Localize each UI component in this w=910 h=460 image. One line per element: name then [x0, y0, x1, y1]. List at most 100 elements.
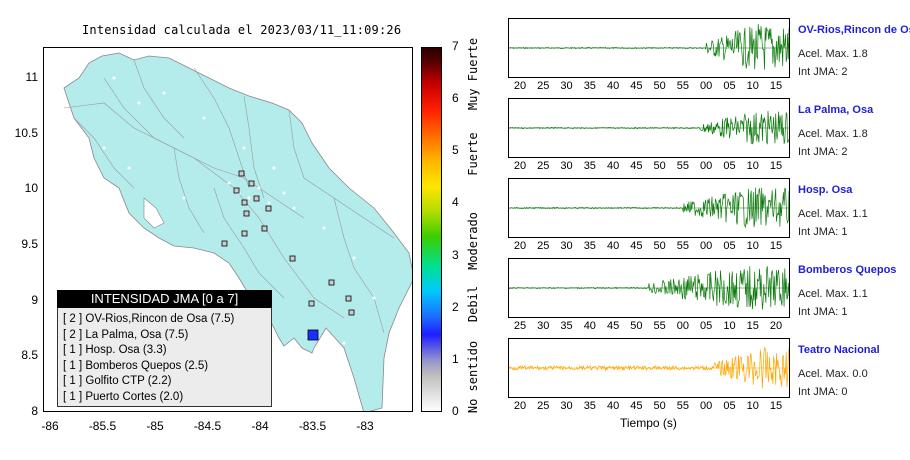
station-accel: Acel. Max. 0.0: [798, 368, 868, 380]
trace-tick: 35: [583, 400, 596, 412]
trace-tick: 05: [723, 400, 736, 412]
station-jma: Int JMA: 2: [798, 146, 848, 158]
trace-tick: 20: [513, 240, 527, 252]
intensity-colorbar: [421, 47, 442, 412]
waveform: [509, 347, 789, 389]
trace-tick: 00: [700, 240, 713, 252]
legend-item: [ 2 ] OV-Rios,Rincon de Osa (7.5): [63, 313, 235, 325]
trace-tick: 05: [700, 320, 713, 332]
trace-tick: 40: [606, 400, 620, 412]
station-accel: Acel. Max. 1.8: [798, 128, 868, 140]
map-x-tick: -85.5: [88, 419, 117, 433]
trace-tick: 40: [583, 320, 596, 332]
epicenter-marker: [307, 329, 319, 341]
trace-tick: 55: [653, 320, 666, 332]
trace-tick: 50: [653, 160, 666, 172]
map-y-tick: 10: [24, 181, 38, 196]
map-x-tick: -84: [251, 419, 269, 433]
gulf-of-nicoya: [143, 197, 165, 229]
waveform-line: [509, 110, 789, 145]
colorbar-tick: 2: [452, 299, 459, 314]
trace-tick: 40: [606, 160, 620, 172]
trace-time-ticks: 20 25 30 35 40 45 50 55 00 05 10 15: [508, 160, 790, 174]
station-name: Teatro Nacional: [798, 344, 880, 356]
trace-tick: 40: [606, 80, 620, 92]
trace-panel[interactable]: [508, 18, 790, 78]
trace-tick: 05: [723, 240, 736, 252]
map-x-tick: -84.5: [193, 419, 222, 433]
trace-tick: 10: [746, 160, 759, 172]
station-jma: Int JMA: 1: [798, 306, 848, 318]
trace-tick: 10: [746, 80, 759, 92]
trace-tick: 20: [513, 80, 527, 92]
legend-header: INTENSIDAD JMA [0 a 7]: [57, 290, 272, 308]
colorbar-category: Fuerte: [466, 132, 480, 176]
trace-tick: 50: [653, 80, 666, 92]
trace-tick: 45: [630, 80, 643, 92]
legend-item: [ 1 ] Golfito CTP (2.2): [63, 375, 172, 387]
trace-tick: 20: [513, 400, 527, 412]
trace-tick: 45: [630, 160, 643, 172]
colorbar-tick: 6: [452, 91, 459, 106]
trace-tick: 35: [583, 80, 596, 92]
colorbar-tick: 3: [452, 247, 459, 262]
map-y-tick: 9: [31, 292, 38, 307]
map-title: Intensidad calculada el 2023/03/11_11:09…: [82, 23, 402, 37]
colorbar-tick: 4: [452, 195, 459, 210]
trace-time-ticks: 20 25 30 35 40 45 50 55 00 05 10 15: [508, 240, 790, 254]
trace-tick: 30: [560, 240, 573, 252]
trace-tick: 55: [676, 160, 690, 172]
trace-tick: 15: [746, 320, 759, 332]
trace-tick: 35: [583, 160, 596, 172]
trace-tick: 45: [606, 320, 620, 332]
map-y-tick: 11: [25, 70, 38, 84]
map-x-tick: -85: [146, 419, 164, 433]
trace-tick: 10: [723, 320, 736, 332]
trace-tick: 55: [676, 240, 690, 252]
legend-item: [ 1 ] Puerto Cortes (2.0): [63, 390, 184, 403]
trace-tick: 00: [700, 160, 713, 172]
colorbar-tick: 0: [452, 404, 459, 418]
trace-tick: 35: [583, 240, 596, 252]
trace-panel[interactable]: [508, 178, 790, 238]
trace-tick: 30: [560, 80, 573, 92]
trace-tick: 15: [769, 400, 783, 412]
trace-tick: 10: [746, 240, 759, 252]
trace-tick: 00: [700, 400, 713, 412]
trace-tick: 30: [560, 400, 573, 412]
trace-tick: 55: [676, 400, 690, 412]
trace-tick: 15: [769, 160, 783, 172]
trace-tick: 50: [653, 400, 666, 412]
waveform: [509, 23, 789, 70]
station-name: La Palma, Osa: [798, 104, 874, 116]
trace-tick: 15: [769, 80, 783, 92]
trace-tick: 05: [723, 80, 736, 92]
trace-tick: 45: [630, 400, 643, 412]
map-y-tick: 9.5: [21, 237, 38, 251]
trace-tick: 05: [723, 160, 736, 172]
station-accel: Acel. Max. 1.1: [798, 208, 868, 220]
trace-tick: 40: [606, 240, 620, 252]
trace-panel[interactable]: [508, 98, 790, 158]
colorbar-tick: 5: [452, 143, 459, 158]
station-jma: Int JMA: 0: [798, 386, 848, 398]
map-x-tick: -83.5: [298, 419, 327, 433]
trace-time-ticks: 20 25 30 35 40 45 50 55 00 05 10 15: [508, 80, 790, 94]
map-x-tick: -83: [356, 419, 374, 433]
trace-tick: 20: [513, 160, 527, 172]
trace-tick: 25: [537, 400, 550, 412]
station-jma: Int JMA: 2: [798, 66, 848, 78]
trace-panel[interactable]: [508, 258, 790, 318]
time-axis-label: Tiempo (s): [620, 416, 677, 430]
waveform-line: [509, 187, 789, 229]
trace-tick: 55: [676, 80, 690, 92]
trace-panel[interactable]: [508, 338, 790, 398]
trace-tick: 30: [560, 160, 573, 172]
legend-item: [ 1 ] Hosp. Osa (3.3): [63, 344, 167, 356]
waveform: [509, 187, 789, 229]
trace-tick: 50: [630, 320, 643, 332]
trace-tick: 25: [513, 320, 527, 332]
legend-item: [ 2 ] La Palma, Osa (7.5): [63, 328, 189, 341]
map-x-tick: -86: [41, 419, 59, 433]
colorbar-category: Muy Fuerte: [466, 37, 480, 111]
